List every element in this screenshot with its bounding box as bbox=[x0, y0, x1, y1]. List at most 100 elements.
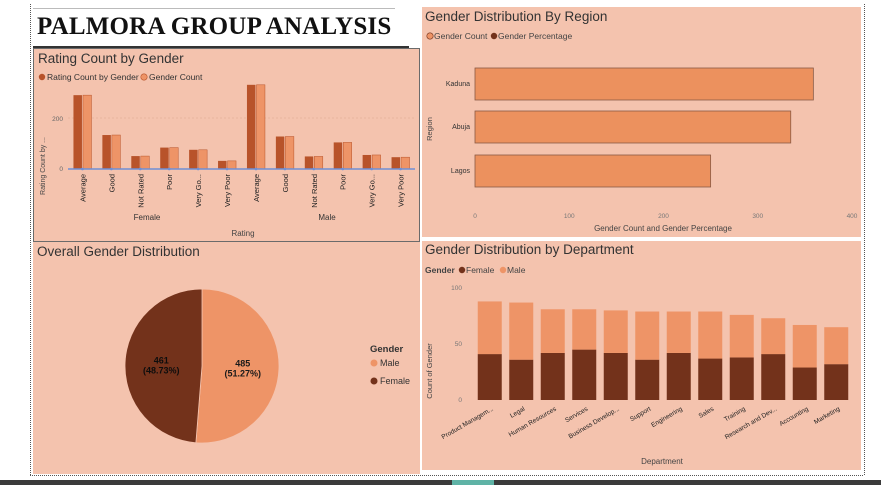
rating-bar-rating-count-5[interactable] bbox=[189, 149, 198, 169]
rating-x-tick-9: Not Rated bbox=[310, 174, 319, 208]
rating-bar-rating-count-9[interactable] bbox=[304, 156, 314, 169]
title-top-line bbox=[33, 8, 395, 9]
pie-slice-female[interactable] bbox=[124, 288, 203, 444]
pie-legend-marker-male bbox=[370, 359, 378, 367]
department-bar-female-human-resources[interactable] bbox=[540, 352, 565, 400]
department-bar-female-services[interactable] bbox=[572, 349, 597, 400]
rating-bar-rating-count-1[interactable] bbox=[73, 95, 82, 169]
rating-x-tick-7: Average bbox=[252, 174, 261, 202]
rating-chart-panel[interactable]: Rating Count by Gender Rating Count by G… bbox=[33, 48, 420, 242]
rating-bar-gender-count-6[interactable] bbox=[227, 160, 237, 170]
rating-group-male: Male bbox=[318, 213, 336, 222]
rating-trend-point-4 bbox=[167, 167, 171, 171]
department-chart: Gender Distribution by Department Gender… bbox=[425, 242, 849, 466]
department-bar-female-accounting[interactable] bbox=[792, 367, 817, 400]
rating-trend-point-10 bbox=[341, 167, 345, 171]
rating-bar-rating-count-2[interactable] bbox=[102, 135, 111, 169]
rating-bar-rating-count-10[interactable] bbox=[333, 142, 343, 169]
rating-bar-gender-count-7[interactable] bbox=[256, 84, 266, 170]
rating-trend-point-7 bbox=[254, 167, 258, 171]
taskbar-active-item[interactable] bbox=[452, 480, 494, 485]
legend-label-gender-count-region[interactable]: Gender Count bbox=[434, 31, 488, 41]
department-bar-female-engineering[interactable] bbox=[666, 352, 691, 400]
department-legend-label-male[interactable]: Male bbox=[507, 265, 526, 275]
department-x-tick-engineering: Engineering bbox=[650, 405, 684, 429]
pie-label-pct-female: (48.73%) bbox=[143, 365, 180, 375]
department-x-tick-product-managem: Product Managem... bbox=[441, 406, 495, 441]
title-box: PALMORA GROUP ANALYSIS bbox=[33, 8, 409, 48]
rating-x-tick-2: Good bbox=[107, 174, 116, 192]
department-x-axis-label: Department bbox=[641, 457, 684, 466]
department-bar-male-accounting[interactable] bbox=[792, 324, 817, 368]
department-bar-male-research-and-dev[interactable] bbox=[761, 318, 786, 355]
department-bar-female-business-develop[interactable] bbox=[603, 352, 628, 400]
department-legend-label-female[interactable]: Female bbox=[466, 265, 495, 275]
department-bar-male-business-develop[interactable] bbox=[603, 310, 628, 353]
rating-bar-gender-count-8[interactable] bbox=[285, 136, 295, 170]
department-bar-male-engineering[interactable] bbox=[666, 311, 691, 353]
rating-bar-rating-count-4[interactable] bbox=[160, 147, 169, 169]
department-bar-female-support[interactable] bbox=[635, 359, 660, 400]
region-bar-kaduna[interactable] bbox=[474, 67, 814, 101]
rating-bar-gender-count-3[interactable] bbox=[140, 155, 150, 170]
department-bar-female-sales[interactable] bbox=[698, 358, 723, 400]
rating-bar-gender-count-12[interactable] bbox=[400, 156, 410, 170]
pie-legend-label-male[interactable]: Male bbox=[380, 358, 400, 368]
legend-label-gender-count[interactable]: Gender Count bbox=[149, 72, 203, 82]
rating-bar-gender-count-2[interactable] bbox=[111, 134, 121, 170]
department-bar-male-support[interactable] bbox=[635, 311, 660, 360]
department-bar-female-product-managem[interactable] bbox=[477, 354, 502, 400]
department-y-axis-label: Count of Gender bbox=[425, 343, 434, 399]
region-chart-panel[interactable]: Gender Distribution By Region Gender Cou… bbox=[422, 7, 861, 237]
department-legend-marker-male bbox=[499, 266, 507, 274]
region-x-tick-100: 100 bbox=[564, 213, 575, 220]
department-chart-title: Gender Distribution by Department bbox=[425, 242, 634, 257]
rating-bar-rating-count-3[interactable] bbox=[131, 156, 140, 169]
region-y-axis-label: Region bbox=[425, 117, 434, 141]
department-bar-female-marketing[interactable] bbox=[824, 364, 849, 400]
department-bar-male-product-managem[interactable] bbox=[477, 301, 502, 355]
region-y-tick-abuja: Abuja bbox=[452, 124, 470, 131]
rating-x-tick-5: Very Go... bbox=[194, 174, 203, 207]
pie-legend-label-female[interactable]: Female bbox=[380, 376, 410, 386]
pie-legend-title: Gender bbox=[370, 344, 404, 355]
department-bar-female-legal[interactable] bbox=[509, 359, 534, 400]
pie-slice-male[interactable] bbox=[195, 288, 280, 444]
pie-chart-panel[interactable]: Overall Gender Distribution 485 (51.27%) 4… bbox=[33, 242, 420, 474]
rating-bar-gender-count-10[interactable] bbox=[342, 142, 352, 170]
department-bar-male-legal[interactable] bbox=[509, 302, 534, 360]
rating-bar-rating-count-11[interactable] bbox=[362, 154, 372, 169]
rating-bar-gender-count-4[interactable] bbox=[169, 147, 179, 170]
department-bar-male-human-resources[interactable] bbox=[540, 309, 565, 353]
department-bar-male-sales[interactable] bbox=[698, 311, 723, 359]
region-x-axis-label: Gender Count and Gender Percentage bbox=[594, 224, 732, 233]
rating-x-tick-11: Very Go... bbox=[368, 174, 377, 207]
department-bar-male-marketing[interactable] bbox=[824, 327, 849, 365]
department-bar-male-services[interactable] bbox=[572, 309, 597, 350]
rating-bar-rating-count-7[interactable] bbox=[246, 84, 256, 169]
legend-label-gender-percentage[interactable]: Gender Percentage bbox=[498, 31, 572, 41]
rating-bar-gender-count-5[interactable] bbox=[198, 149, 208, 170]
region-chart: Gender Distribution By Region Gender Cou… bbox=[425, 9, 858, 233]
rating-bar-gender-count-1[interactable] bbox=[82, 94, 92, 170]
department-bar-male-training[interactable] bbox=[729, 314, 754, 358]
pie-label-count-female: 461 bbox=[154, 355, 169, 365]
rating-x-tick-6: Very Poor bbox=[223, 174, 232, 207]
legend-label-rating-count[interactable]: Rating Count by Gender bbox=[47, 72, 139, 82]
rating-bar-gender-count-11[interactable] bbox=[371, 154, 381, 170]
rating-bar-rating-count-12[interactable] bbox=[391, 157, 401, 169]
department-bar-female-research-and-dev[interactable] bbox=[761, 354, 786, 400]
rating-trend-point-6 bbox=[225, 167, 229, 171]
region-bar-abuja[interactable] bbox=[474, 110, 792, 144]
rating-x-tick-12: Very Poor bbox=[397, 174, 406, 207]
department-chart-panel[interactable]: Gender Distribution by Department Gender… bbox=[422, 241, 861, 470]
department-bar-female-training[interactable] bbox=[729, 357, 754, 400]
pie-legend-marker-female bbox=[370, 377, 378, 385]
rating-bar-rating-count-8[interactable] bbox=[275, 136, 285, 169]
pie-label-count-male: 485 bbox=[235, 359, 250, 369]
pie-chart-title: Overall Gender Distribution bbox=[37, 244, 200, 259]
rating-bar-rating-count-6[interactable] bbox=[218, 160, 227, 169]
region-bar-lagos[interactable] bbox=[474, 154, 712, 188]
rating-bar-gender-count-9[interactable] bbox=[314, 156, 324, 170]
department-x-tick-support: Support bbox=[629, 406, 652, 424]
